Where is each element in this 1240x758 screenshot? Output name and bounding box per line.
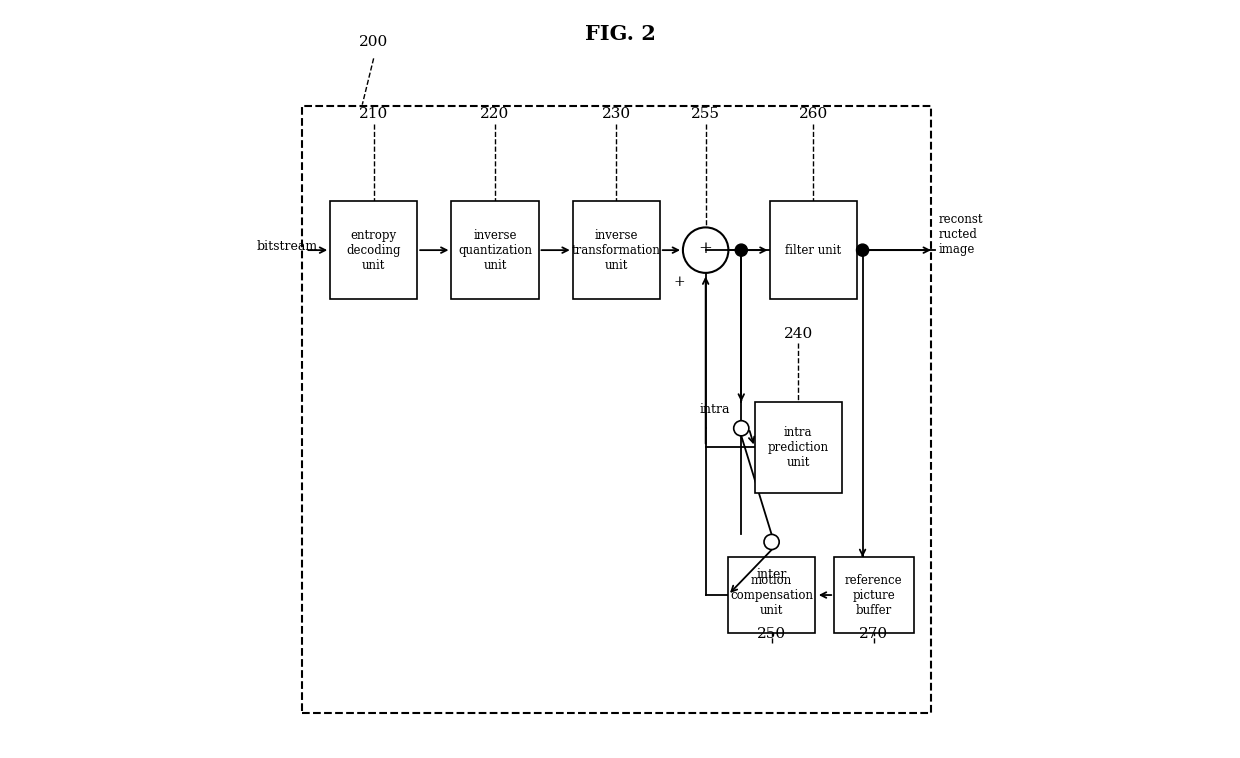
Text: 260: 260: [799, 108, 828, 121]
Text: reference
picture
buffer: reference picture buffer: [846, 574, 903, 616]
Text: inverse
quantization
unit: inverse quantization unit: [458, 229, 532, 271]
Circle shape: [764, 534, 779, 550]
Text: 230: 230: [601, 108, 631, 121]
Text: 240: 240: [784, 327, 812, 341]
Text: entropy
decoding
unit: entropy decoding unit: [346, 229, 401, 271]
Bar: [451, 201, 538, 299]
Text: reconst
ructed
image: reconst ructed image: [939, 214, 983, 256]
Text: motion
compensation
unit: motion compensation unit: [730, 574, 813, 616]
Text: +: +: [673, 275, 684, 289]
Text: +: +: [698, 240, 713, 257]
Text: intra: intra: [699, 402, 730, 416]
Text: FIG. 2: FIG. 2: [584, 24, 656, 44]
Bar: [835, 557, 914, 633]
Text: 220: 220: [480, 108, 510, 121]
Circle shape: [734, 421, 749, 436]
Text: intra
prediction
unit: intra prediction unit: [768, 426, 828, 468]
Bar: [728, 557, 815, 633]
Text: inverse
transformation
unit: inverse transformation unit: [572, 229, 661, 271]
Bar: [573, 201, 660, 299]
Text: bitstream: bitstream: [257, 240, 317, 253]
Text: 250: 250: [758, 627, 786, 641]
Bar: [755, 402, 842, 493]
Bar: [770, 201, 857, 299]
Circle shape: [857, 244, 869, 256]
Bar: [330, 201, 417, 299]
Text: 255: 255: [691, 108, 720, 121]
Text: 210: 210: [360, 108, 388, 121]
Bar: [301, 106, 931, 713]
Text: 270: 270: [859, 627, 889, 641]
Text: 200: 200: [360, 36, 388, 49]
Text: filter unit: filter unit: [785, 243, 842, 257]
Text: inter: inter: [756, 568, 787, 581]
Circle shape: [735, 244, 748, 256]
